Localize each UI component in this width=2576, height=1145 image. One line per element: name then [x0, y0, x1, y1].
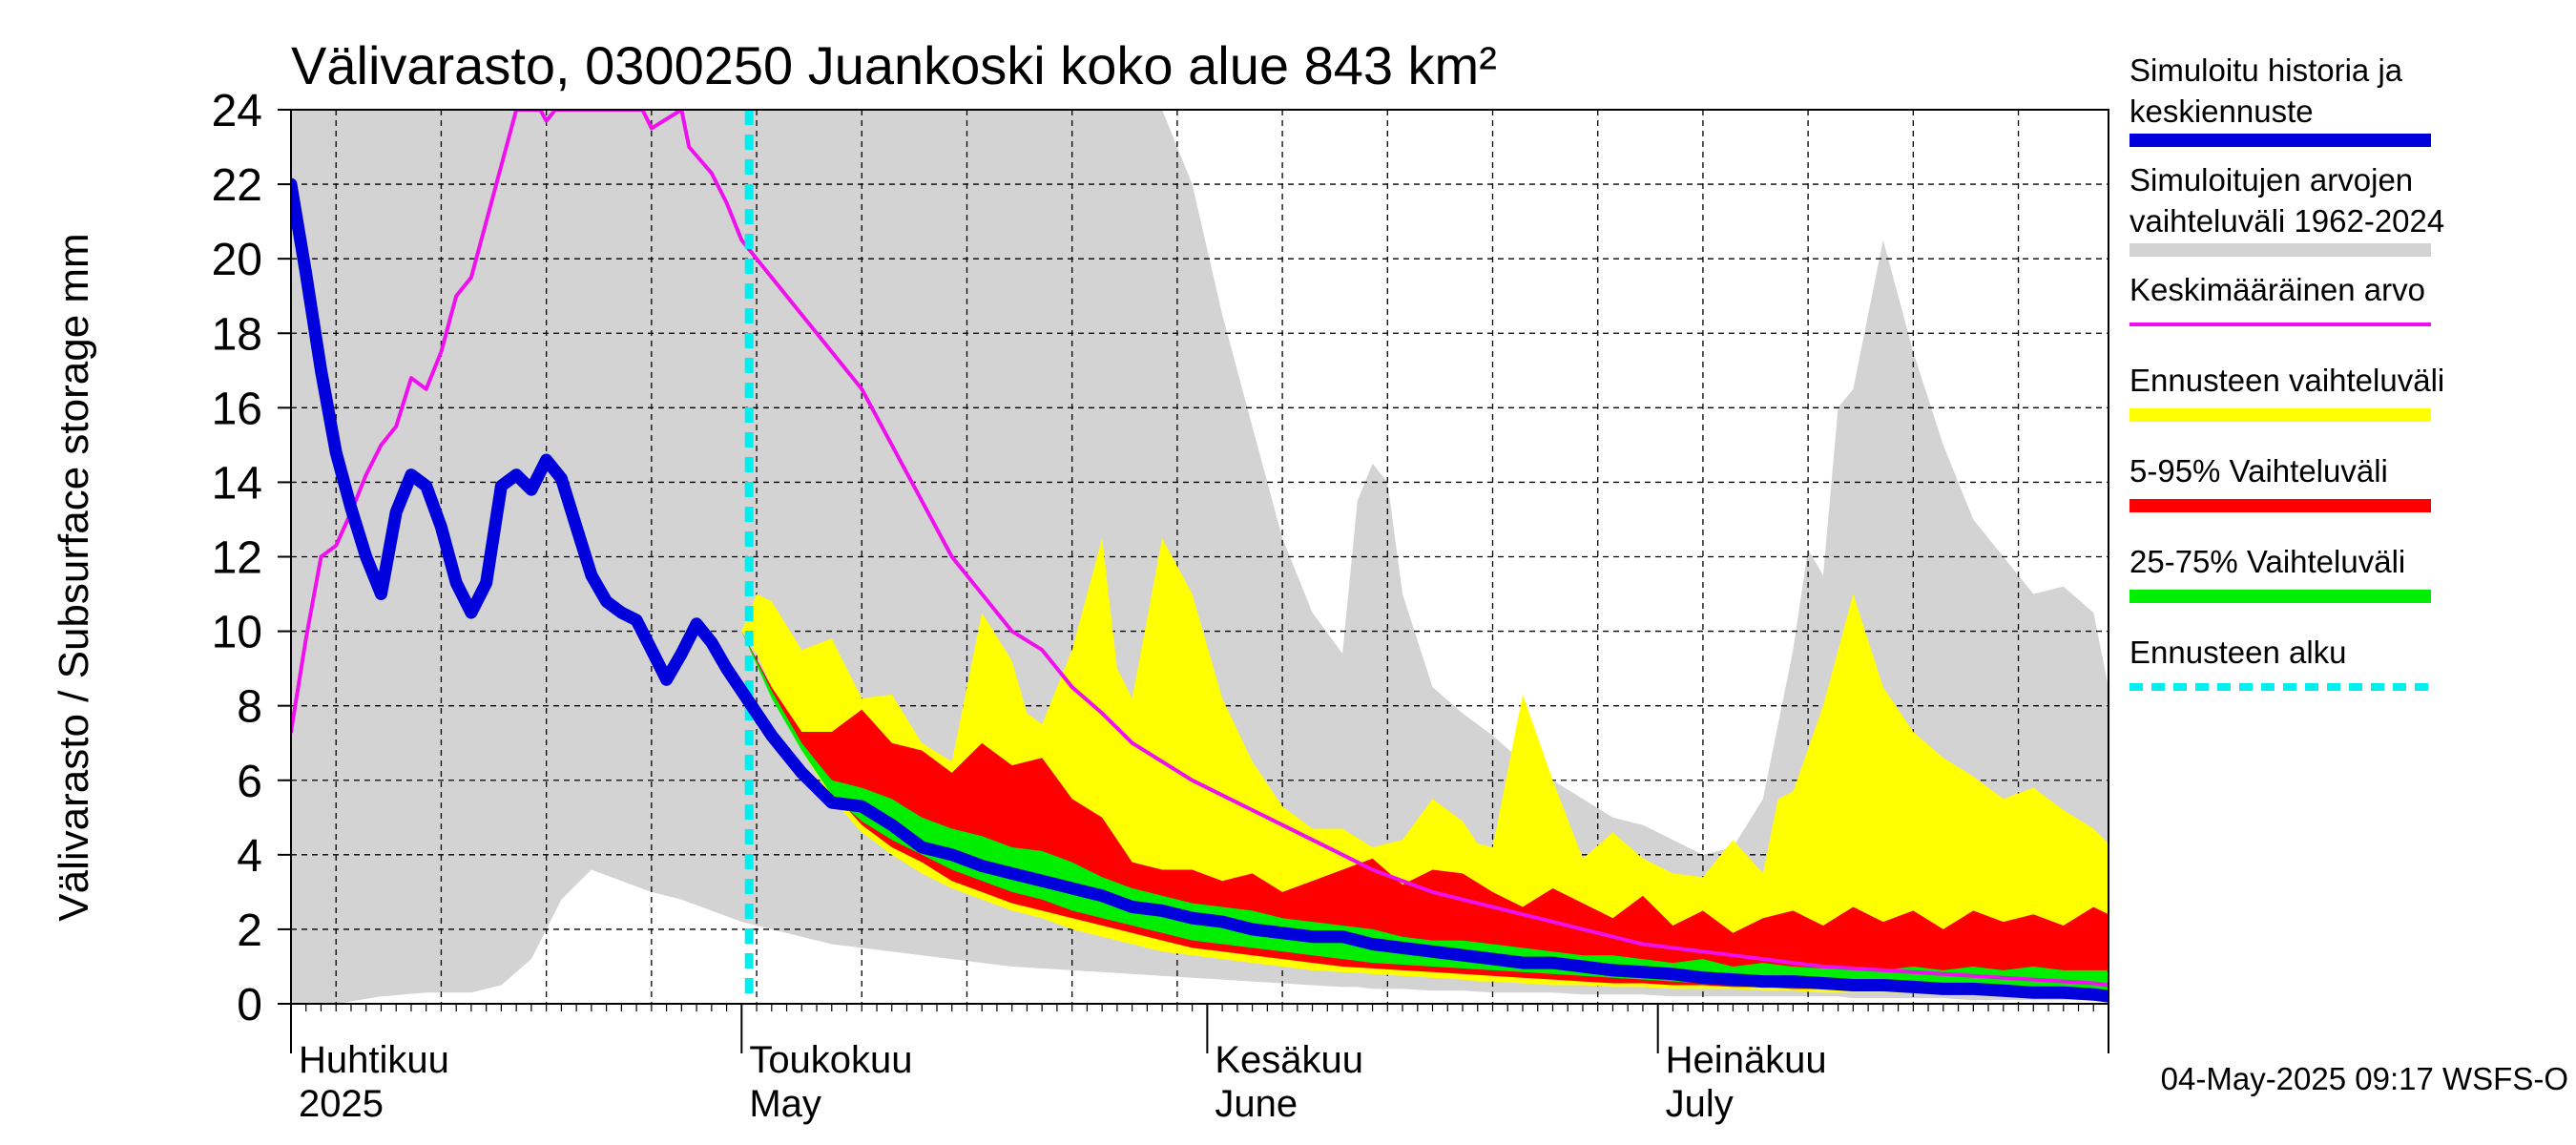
- legend-label-2: vaihteluväli 1962-2024: [2129, 203, 2444, 239]
- y-tick-label: 0: [237, 980, 262, 1030]
- y-tick-label: 2: [237, 906, 262, 956]
- legend-entry: 5-95% Vaihteluväli: [2129, 453, 2431, 512]
- y-tick-label: 10: [212, 608, 262, 658]
- y-tick-label: 4: [237, 831, 262, 882]
- legend-entry: Ennusteen alku: [2129, 635, 2431, 691]
- grid: [291, 110, 2109, 1004]
- y-tick-label: 12: [212, 533, 262, 584]
- legend-entry: Simuloitu historia ja keskiennuste: [2129, 52, 2431, 147]
- y-tick-label: 20: [212, 235, 262, 285]
- range-25-75-band: [741, 631, 2109, 991]
- y-tick-label: 6: [237, 757, 262, 807]
- legend-entry: Ennusteen vaihteluväli: [2129, 363, 2444, 422]
- legend-label: Ennusteen alku: [2129, 635, 2347, 670]
- timestamp-footer: 04-May-2025 09:17 WSFS-O: [2161, 1061, 2568, 1096]
- y-tick-label: 8: [237, 682, 262, 733]
- month-label-en: May: [749, 1083, 821, 1125]
- legend-label-2: keskiennuste: [2129, 94, 2314, 129]
- mean-value-line: [291, 110, 2109, 988]
- y-tick-label: 18: [212, 309, 262, 360]
- legend-label: 25-75% Vaihteluväli: [2129, 544, 2405, 579]
- simulated-history-line: [291, 177, 2109, 1003]
- month-label-en: 2025: [299, 1083, 384, 1125]
- y-tick-label: 16: [212, 384, 262, 434]
- month-label-en: June: [1215, 1083, 1298, 1125]
- month-label: Heinäkuu: [1666, 1039, 1827, 1081]
- legend-label: Ennusteen vaihteluväli: [2129, 363, 2444, 398]
- legend: Simuloitu historia jakeskiennusteSimuloi…: [2129, 52, 2444, 691]
- plot-area: [291, 110, 2109, 1004]
- y-tick-label: 24: [212, 86, 262, 136]
- chart-title: Välivarasto, 0300250 Juankoski koko alue…: [291, 35, 1497, 95]
- month-label: Kesäkuu: [1215, 1039, 1363, 1081]
- axes: 024681012141618202224Huhtikuu2025Toukoku…: [212, 86, 2109, 1125]
- month-label: Toukokuu: [749, 1039, 912, 1081]
- month-label-en: July: [1666, 1083, 1734, 1125]
- month-label: Huhtikuu: [299, 1039, 449, 1081]
- legend-label: Simuloitujen arvojen: [2129, 162, 2413, 198]
- legend-label: Keskimääräinen arvo: [2129, 272, 2425, 307]
- y-axis-label: Välivarasto / Subsurface storage mm: [51, 233, 97, 921]
- legend-entry: Keskimääräinen arvo: [2129, 272, 2431, 326]
- legend-entry: Simuloitujen arvojen vaihteluväli 1962-20…: [2129, 162, 2444, 257]
- legend-entry: 25-75% Vaihteluväli: [2129, 544, 2431, 603]
- y-tick-label: 14: [212, 458, 262, 509]
- legend-label: 5-95% Vaihteluväli: [2129, 453, 2388, 489]
- y-tick-label: 22: [212, 160, 262, 211]
- legend-label: Simuloitu historia ja: [2129, 52, 2403, 88]
